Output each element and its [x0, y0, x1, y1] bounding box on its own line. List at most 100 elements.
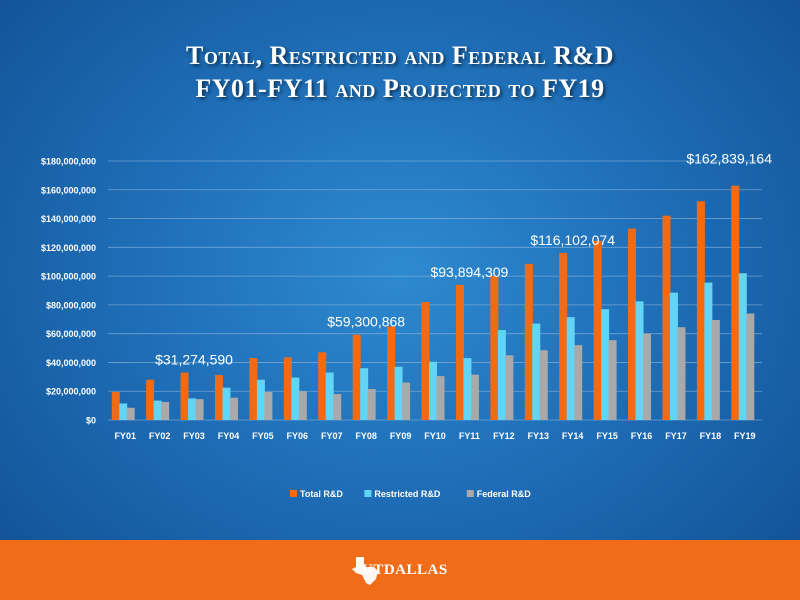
- x-tick-label: FY06: [287, 431, 309, 441]
- bar-federal-r-d: [161, 402, 170, 420]
- bar-federal-r-d: [608, 340, 617, 420]
- bar-total-r-d: [421, 302, 430, 420]
- bar-total-r-d: [593, 240, 602, 420]
- legend-label: Total R&D: [300, 489, 343, 499]
- bar-federal-r-d: [229, 397, 238, 420]
- texas-outline-logo-icon: [352, 557, 378, 585]
- bar-federal-r-d: [505, 355, 514, 420]
- bar-restricted-r-d: [704, 282, 713, 420]
- bar-federal-r-d: [264, 391, 273, 420]
- bar-total-r-d: [455, 284, 464, 420]
- bar-federal-r-d: [470, 374, 479, 420]
- bar-total-r-d: [180, 372, 189, 420]
- x-tick-label: FY10: [424, 431, 446, 441]
- bar-chart: $0 $20,000,000 $40,000,000 $60,000,000 $80,0…: [41, 151, 772, 499]
- bar-restricted-r-d: [360, 368, 369, 420]
- bar-federal-r-d: [677, 327, 686, 420]
- x-tick-label: FY09: [390, 431, 412, 441]
- bar-total-r-d: [111, 391, 120, 420]
- bar-federal-r-d: [539, 350, 548, 420]
- legend-label: Federal R&D: [477, 489, 532, 499]
- bar-total-r-d: [146, 379, 155, 420]
- y-tick-label: $120,000,000: [41, 243, 96, 253]
- bar-restricted-r-d: [566, 317, 575, 420]
- y-tick-label: $180,000,000: [41, 157, 96, 167]
- data-label: $31,274,590: [155, 352, 233, 368]
- bar-restricted-r-d: [153, 400, 162, 420]
- data-label: $59,300,868: [327, 314, 405, 330]
- x-tick-label: FY14: [562, 431, 584, 441]
- x-tick-label: FY18: [700, 431, 722, 441]
- x-tick-label: FY07: [321, 431, 343, 441]
- y-tick-label: $140,000,000: [41, 214, 96, 224]
- bar-restricted-r-d: [119, 403, 128, 420]
- bar-restricted-r-d: [738, 273, 747, 420]
- bar-restricted-r-d: [463, 358, 472, 420]
- footer-bar: [0, 540, 800, 600]
- bar-total-r-d: [490, 276, 499, 420]
- data-label: $93,894,309: [430, 264, 508, 280]
- x-tick-label: FY05: [252, 431, 274, 441]
- y-tick-label: $100,000,000: [41, 272, 96, 282]
- bar-total-r-d: [249, 358, 258, 420]
- bar-restricted-r-d: [222, 387, 231, 420]
- legend-swatch: [466, 490, 474, 497]
- bar-total-r-d: [662, 215, 671, 420]
- bar-federal-r-d: [333, 394, 342, 420]
- bar-restricted-r-d: [394, 366, 403, 420]
- bar-federal-r-d: [298, 391, 307, 420]
- bar-federal-r-d: [643, 333, 652, 420]
- bar-federal-r-d: [711, 319, 720, 420]
- bar-restricted-r-d: [429, 361, 437, 420]
- x-tick-label: FY13: [528, 431, 550, 441]
- x-tick-label: FY16: [631, 431, 653, 441]
- bar-restricted-r-d: [497, 330, 506, 420]
- title-line-2: FY01-FY11 and Projected to FY19: [195, 73, 605, 103]
- bar-federal-r-d: [436, 376, 445, 420]
- bar-federal-r-d: [367, 389, 376, 420]
- bar-total-r-d: [524, 263, 533, 420]
- bar-federal-r-d: [195, 399, 204, 420]
- bar-total-r-d: [283, 357, 292, 420]
- x-tick-label: FY19: [734, 431, 756, 441]
- bar-restricted-r-d: [669, 292, 678, 420]
- legend-label: Restricted R&D: [374, 489, 441, 499]
- title-line-1: Total, Restricted and Federal R&D: [186, 41, 614, 70]
- bar-total-r-d: [214, 374, 223, 420]
- bar-total-r-d: [731, 185, 740, 420]
- y-tick-label: $20,000,000: [46, 387, 96, 397]
- x-tick-label: FY17: [665, 431, 687, 441]
- bar-total-r-d: [318, 352, 327, 420]
- y-tick-label: $80,000,000: [46, 300, 96, 310]
- bar-total-r-d: [352, 334, 361, 420]
- bar-federal-r-d: [126, 407, 135, 420]
- ut-dallas-logo-text: UTDALLAS: [362, 562, 448, 578]
- x-tick-label: FY03: [183, 431, 205, 441]
- bar-restricted-r-d: [601, 309, 610, 420]
- data-label: $116,102,074: [530, 232, 615, 248]
- x-tick-label: FY04: [218, 431, 240, 441]
- data-label: $162,839,164: [686, 151, 772, 167]
- bar-restricted-r-d: [635, 301, 644, 420]
- x-tick-label: FY11: [459, 431, 480, 441]
- bar-total-r-d: [559, 252, 568, 420]
- x-tick-label: FY12: [493, 431, 515, 441]
- bar-restricted-r-d: [291, 377, 300, 420]
- bar-total-r-d: [387, 326, 396, 420]
- x-tick-label: FY08: [355, 431, 377, 441]
- y-tick-label: $40,000,000: [46, 358, 96, 368]
- y-tick-label: $160,000,000: [41, 185, 96, 195]
- x-tick-label: FY01: [114, 431, 136, 441]
- bar-federal-r-d: [402, 382, 411, 420]
- bar-total-r-d: [628, 228, 637, 420]
- chart-title: Total, Restricted and Federal R&D FY01-F…: [0, 40, 800, 105]
- legend-swatch: [364, 490, 372, 497]
- y-tick-label: $60,000,000: [46, 329, 96, 339]
- bar-total-r-d: [696, 201, 705, 420]
- bar-restricted-r-d: [188, 398, 197, 420]
- bar-federal-r-d: [746, 313, 755, 420]
- bar-restricted-r-d: [256, 379, 265, 420]
- legend-swatch: [290, 490, 297, 497]
- x-tick-label: FY02: [149, 431, 171, 441]
